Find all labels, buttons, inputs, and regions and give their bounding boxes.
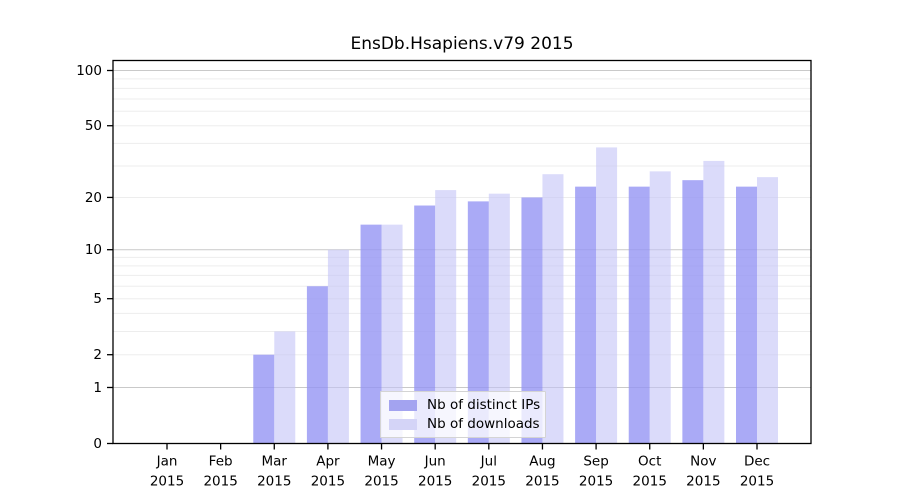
- y-tick-label: 20: [85, 190, 102, 206]
- x-tick-label-month: Nov: [690, 454, 716, 470]
- y-tick-label: 5: [93, 291, 102, 307]
- legend-item-downloads: Nb of downloads: [389, 416, 540, 432]
- bar-ips: [575, 186, 597, 444]
- x-tick-label-month: Jan: [156, 454, 178, 470]
- bar-ips: [414, 205, 436, 444]
- legend-item-distinct-ips: Nb of distinct IPs: [389, 397, 541, 413]
- x-tick-label-year: 2015: [633, 474, 667, 490]
- x-tick-label-year: 2015: [472, 474, 506, 490]
- bar-downloads: [649, 171, 671, 444]
- bar-downloads: [542, 174, 564, 444]
- y-tick-label: 1: [93, 380, 102, 396]
- plot-border: [112, 59, 812, 445]
- x-tick-label-year: 2015: [579, 474, 613, 490]
- bar-downloads: [757, 177, 778, 444]
- bar-ips: [360, 224, 382, 444]
- x-tick-label-month: Jul: [480, 454, 497, 470]
- x-tick-label-month: May: [368, 454, 396, 470]
- legend-swatch-distinct-ips: [389, 399, 417, 411]
- bar-ips: [521, 197, 543, 444]
- x-tick-label-year: 2015: [150, 474, 184, 490]
- y-tick-label: 100: [76, 63, 102, 79]
- bar-ips: [467, 201, 489, 444]
- bar-downloads: [435, 190, 457, 444]
- x-tick-label-month: Apr: [316, 454, 340, 470]
- x-tick-label-year: 2015: [203, 474, 237, 490]
- x-tick-label-year: 2015: [311, 474, 345, 490]
- legend-label-downloads: Nb of downloads: [427, 416, 540, 432]
- legend-label-distinct-ips: Nb of distinct IPs: [427, 397, 541, 413]
- x-tick-label-year: 2015: [525, 474, 559, 490]
- bar-ips: [253, 354, 275, 444]
- bar-downloads: [488, 193, 510, 444]
- bar-ips: [628, 186, 650, 444]
- x-tick-label-month: Aug: [529, 454, 555, 470]
- x-tick-label-year: 2015: [364, 474, 398, 490]
- bar-downloads: [596, 147, 618, 444]
- bar-downloads: [381, 224, 403, 444]
- x-tick-label-month: Sep: [583, 454, 608, 470]
- x-tick-label-month: Oct: [638, 454, 661, 470]
- x-tick-label-year: 2015: [418, 474, 452, 490]
- bar-downloads: [274, 331, 296, 444]
- x-tick-label-year: 2015: [257, 474, 291, 490]
- bar-downloads: [703, 160, 725, 444]
- y-tick-label: 50: [85, 118, 102, 134]
- bar-downloads: [327, 249, 349, 444]
- x-tick-label-year: 2015: [740, 474, 774, 490]
- x-tick-label-month: Jun: [424, 454, 446, 470]
- y-tick-label: 10: [85, 242, 102, 258]
- bar-ips: [682, 180, 704, 444]
- legend: Nb of distinct IPs Nb of downloads: [380, 391, 546, 438]
- legend-swatch-downloads: [389, 418, 417, 430]
- y-tick-label: 2: [93, 347, 102, 363]
- x-tick-label-month: Mar: [262, 454, 288, 470]
- x-tick-label-year: 2015: [686, 474, 720, 490]
- chart-title: EnsDb.Hsapiens.v79 2015: [350, 34, 574, 54]
- bar-ips: [736, 186, 757, 444]
- x-tick-label-month: Dec: [744, 454, 770, 470]
- y-tick-label: 0: [93, 436, 102, 452]
- x-tick-label-month: Feb: [209, 454, 233, 470]
- bar-ips: [306, 286, 328, 444]
